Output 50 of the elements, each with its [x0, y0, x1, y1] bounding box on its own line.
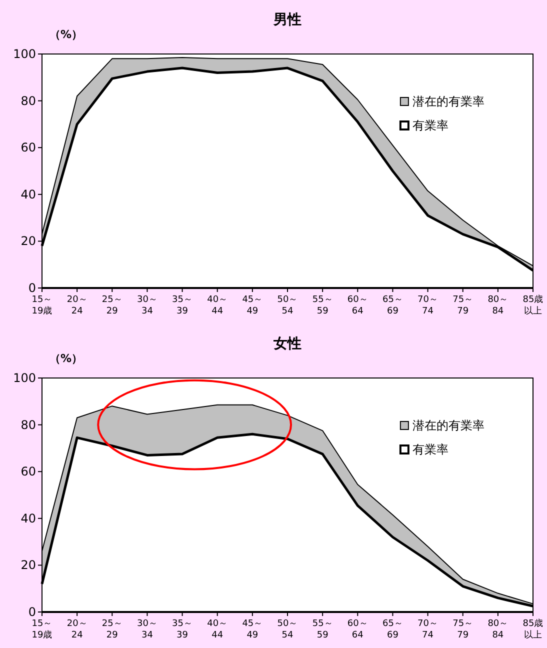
x-tick-label: 55～59 [312, 619, 333, 640]
x-tick-label: 20～24 [66, 619, 88, 640]
y-axis-title: （%） [49, 352, 83, 365]
y-tick-label: 60 [20, 464, 36, 479]
x-tick-label: 85歳以上 [522, 618, 544, 640]
legend-label: 潜在的有業率 [412, 418, 484, 432]
x-tick-label: 85歳以上 [522, 294, 544, 316]
x-tick-label: 80～84 [488, 619, 508, 640]
x-tick-label: 30～34 [136, 619, 158, 640]
x-tick-label: 55～59 [312, 295, 333, 316]
x-tick-label: 50～54 [277, 295, 298, 316]
y-tick-label: 20 [20, 234, 36, 248]
x-tick-label: 40～44 [207, 619, 228, 640]
x-tick-label: 30～34 [136, 295, 158, 316]
y-tick-label: 40 [20, 511, 36, 526]
x-tick-label: 35～39 [172, 295, 193, 316]
y-tick-label: 100 [13, 47, 36, 61]
legend-label: 潜在的有業率 [412, 94, 484, 108]
x-tick-label: 15～19歳 [32, 619, 52, 640]
x-tick-label: 65～69 [382, 619, 403, 640]
x-tick-label: 75～79 [452, 295, 474, 316]
x-tick-label: 60～64 [347, 619, 368, 640]
x-tick-label: 20～24 [66, 295, 88, 316]
x-tick-label: 70～74 [418, 619, 438, 640]
x-tick-label: 50～54 [277, 619, 298, 640]
x-tick-label: 35～39 [172, 619, 193, 640]
chart-title: 女性 [272, 336, 302, 352]
x-tick-label: 25～29 [102, 295, 122, 316]
chart-title: 男性 [272, 12, 302, 28]
y-tick-label: 0 [28, 281, 36, 295]
x-tick-label: 70～74 [418, 295, 438, 316]
legend-label: 有業率 [412, 118, 448, 132]
x-tick-label: 25～29 [102, 619, 122, 640]
y-tick-label: 80 [20, 418, 36, 432]
y-tick-label: 100 [13, 371, 36, 385]
x-tick-label: 45～49 [242, 619, 263, 640]
x-tick-label: 65～69 [382, 295, 403, 316]
y-tick-label: 20 [20, 558, 36, 572]
x-tick-label: 15～19歳 [32, 295, 52, 316]
x-tick-label: 60～64 [347, 295, 368, 316]
x-tick-label: 45～49 [242, 295, 263, 316]
y-axis-title: （%） [49, 28, 83, 41]
y-tick-label: 60 [20, 140, 36, 155]
legend-label: 有業率 [412, 442, 448, 456]
y-tick-label: 80 [20, 94, 36, 108]
y-tick-label: 0 [28, 605, 36, 619]
x-tick-label: 75～79 [452, 619, 474, 640]
x-tick-label: 80～84 [488, 295, 508, 316]
x-tick-label: 40～44 [207, 295, 228, 316]
y-tick-label: 40 [20, 187, 36, 202]
